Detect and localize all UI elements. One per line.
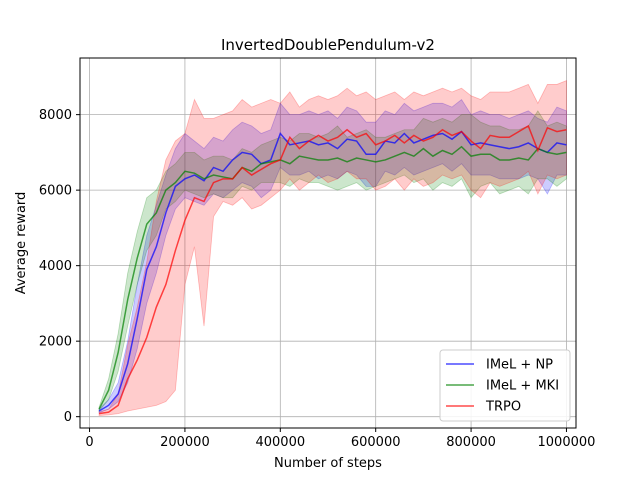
y-axis-label: Average reward xyxy=(14,192,29,295)
legend: IMeL + NP IMeL + MKI TRPO xyxy=(439,349,571,422)
x-axis-label: Number of steps xyxy=(274,456,382,471)
confidence-bands xyxy=(98,80,567,416)
y-tick-label: 8000 xyxy=(39,108,72,123)
chart-title: InvertedDoublePendulum-v2 xyxy=(221,36,435,54)
y-tick-label: 2000 xyxy=(39,335,72,350)
band-trpo xyxy=(98,80,567,416)
plot-frame xyxy=(79,57,577,429)
x-axis: 0 200000 400000 600000 800000 1000000 xyxy=(85,428,595,450)
line-imel-np xyxy=(98,130,567,412)
legend-label-imel-mki: IMeL + MKI xyxy=(486,379,559,394)
legend-label-trpo: TRPO xyxy=(485,400,521,415)
x-tick-label: 600000 xyxy=(351,435,401,450)
y-tick-label: 4000 xyxy=(39,259,72,274)
x-tick-label: 0 xyxy=(85,435,93,450)
x-tick-label: 400000 xyxy=(255,435,305,450)
grid xyxy=(80,58,576,428)
x-tick-label: 800000 xyxy=(446,435,496,450)
legend-box xyxy=(439,349,571,422)
y-tick-label: 6000 xyxy=(39,184,72,199)
series-lines xyxy=(98,124,567,415)
line-trpo xyxy=(98,124,567,415)
legend-label-imel-np: IMeL + NP xyxy=(486,358,553,373)
x-tick-label: 1000000 xyxy=(538,435,596,450)
band-imel-mki xyxy=(98,110,567,413)
y-tick-label: 0 xyxy=(64,410,72,425)
band-imel-np xyxy=(98,98,567,414)
x-tick-label: 200000 xyxy=(160,435,210,450)
line-imel-mki xyxy=(98,145,567,410)
y-axis: 0 2000 4000 6000 8000 xyxy=(39,108,80,425)
